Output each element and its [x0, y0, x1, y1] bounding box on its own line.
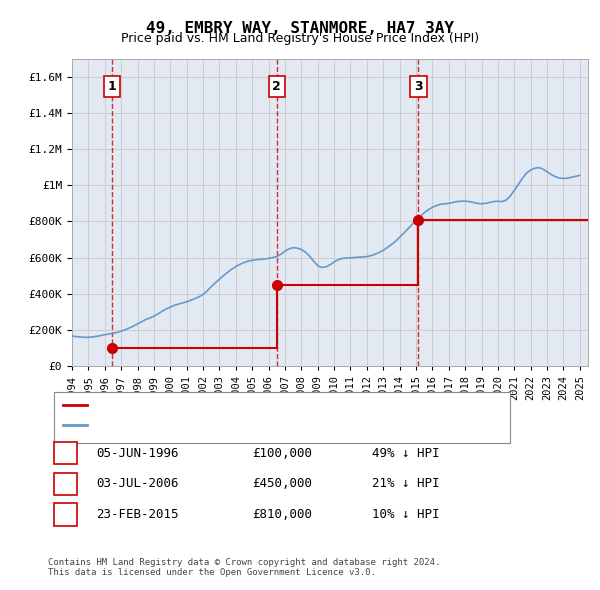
- Text: 49% ↓ HPI: 49% ↓ HPI: [372, 447, 439, 460]
- Text: Price paid vs. HM Land Registry's House Price Index (HPI): Price paid vs. HM Land Registry's House …: [121, 32, 479, 45]
- Text: HPI: Average price, detached house, Harrow: HPI: Average price, detached house, Harr…: [93, 420, 377, 430]
- Text: 49, EMBRY WAY, STANMORE, HA7 3AY (detached house): 49, EMBRY WAY, STANMORE, HA7 3AY (detach…: [93, 401, 424, 410]
- Text: £450,000: £450,000: [252, 477, 312, 490]
- Text: 2: 2: [272, 80, 281, 93]
- Text: £810,000: £810,000: [252, 508, 312, 521]
- Text: 3: 3: [62, 508, 69, 521]
- Text: 23-FEB-2015: 23-FEB-2015: [96, 508, 179, 521]
- Text: 1: 1: [62, 447, 69, 460]
- Text: Contains HM Land Registry data © Crown copyright and database right 2024.
This d: Contains HM Land Registry data © Crown c…: [48, 558, 440, 577]
- Text: 05-JUN-1996: 05-JUN-1996: [96, 447, 179, 460]
- Text: 10% ↓ HPI: 10% ↓ HPI: [372, 508, 439, 521]
- Text: 1: 1: [107, 80, 116, 93]
- Text: £100,000: £100,000: [252, 447, 312, 460]
- Text: 03-JUL-2006: 03-JUL-2006: [96, 477, 179, 490]
- Text: 3: 3: [414, 80, 423, 93]
- Text: 49, EMBRY WAY, STANMORE, HA7 3AY: 49, EMBRY WAY, STANMORE, HA7 3AY: [146, 21, 454, 35]
- Text: 21% ↓ HPI: 21% ↓ HPI: [372, 477, 439, 490]
- Text: 2: 2: [62, 477, 69, 490]
